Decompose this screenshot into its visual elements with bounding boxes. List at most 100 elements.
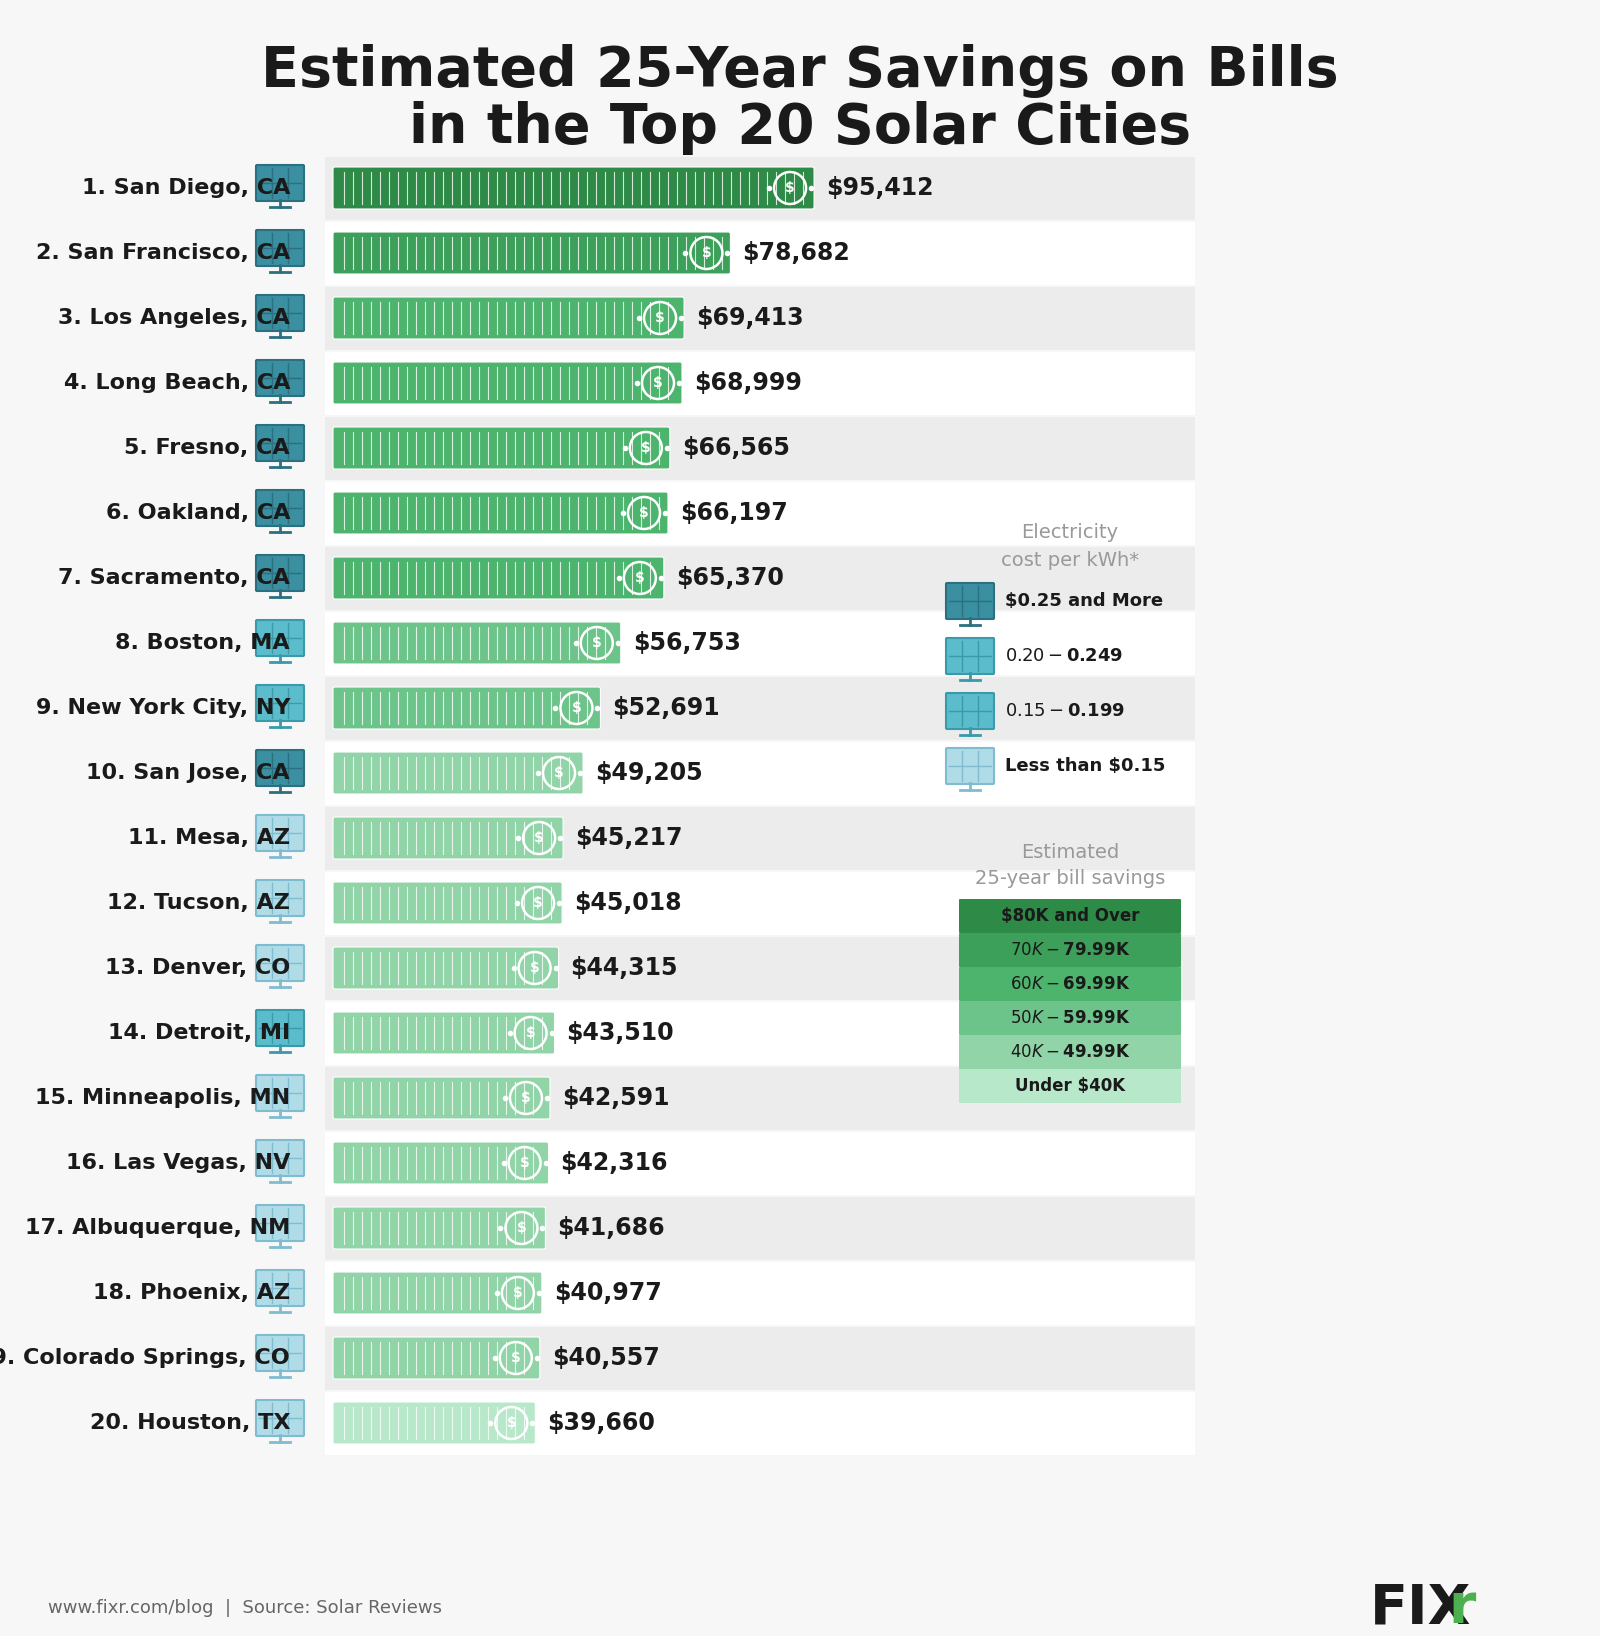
FancyBboxPatch shape [256, 1009, 304, 1045]
FancyBboxPatch shape [958, 967, 1181, 1001]
Text: $: $ [514, 1286, 523, 1301]
Text: 11. Mesa, AZ: 11. Mesa, AZ [128, 828, 290, 847]
Text: $: $ [786, 182, 795, 195]
Text: 13. Denver, CO: 13. Denver, CO [104, 959, 290, 978]
Text: Estimated: Estimated [1021, 844, 1118, 862]
Text: $: $ [635, 571, 645, 586]
Text: $: $ [554, 766, 563, 780]
FancyBboxPatch shape [333, 882, 562, 924]
FancyBboxPatch shape [333, 362, 682, 404]
Text: $: $ [653, 376, 662, 389]
Text: $56,753: $56,753 [632, 631, 741, 654]
Text: 14. Detroit, MI: 14. Detroit, MI [107, 1022, 290, 1044]
FancyBboxPatch shape [333, 816, 563, 859]
Text: $60K - $69.99K: $60K - $69.99K [1010, 975, 1130, 993]
Circle shape [691, 237, 723, 268]
Text: 17. Albuquerque, NM: 17. Albuquerque, NM [24, 1217, 290, 1238]
Circle shape [645, 303, 677, 334]
FancyBboxPatch shape [256, 360, 304, 396]
Text: 12. Tucson, AZ: 12. Tucson, AZ [107, 893, 290, 913]
Text: 4. Long Beach, CA: 4. Long Beach, CA [64, 373, 290, 393]
Text: 20. Houston, TX: 20. Houston, TX [90, 1414, 290, 1433]
FancyBboxPatch shape [325, 1067, 1195, 1129]
FancyBboxPatch shape [256, 1270, 304, 1306]
FancyBboxPatch shape [325, 286, 1195, 350]
FancyBboxPatch shape [325, 417, 1195, 479]
FancyBboxPatch shape [333, 492, 667, 533]
Text: $40,557: $40,557 [552, 1346, 659, 1369]
Text: $50K - $59.99K: $50K - $59.99K [1010, 1009, 1130, 1027]
Text: $66,565: $66,565 [682, 437, 790, 460]
FancyBboxPatch shape [958, 1036, 1181, 1068]
FancyBboxPatch shape [333, 232, 731, 273]
Text: 8. Boston, MA: 8. Boston, MA [115, 633, 290, 653]
Text: $: $ [530, 960, 539, 975]
Text: $65,370: $65,370 [675, 566, 784, 591]
Text: Estimated 25-Year Savings on Bills: Estimated 25-Year Savings on Bills [261, 44, 1339, 98]
Text: $44,315: $44,315 [571, 955, 678, 980]
FancyBboxPatch shape [256, 555, 304, 591]
Circle shape [499, 1342, 531, 1374]
Text: $42,591: $42,591 [562, 1086, 669, 1109]
Text: $69,413: $69,413 [696, 306, 803, 330]
Text: $45,018: $45,018 [574, 892, 682, 915]
FancyBboxPatch shape [325, 677, 1195, 739]
Text: 16. Las Vegas, NV: 16. Las Vegas, NV [66, 1153, 290, 1173]
Circle shape [518, 952, 550, 983]
FancyBboxPatch shape [256, 685, 304, 721]
Text: $43,510: $43,510 [566, 1021, 674, 1045]
Circle shape [510, 1081, 542, 1114]
Text: 5. Fresno, CA: 5. Fresno, CA [125, 438, 290, 458]
Text: $: $ [642, 442, 651, 455]
Text: $66,197: $66,197 [680, 501, 787, 525]
FancyBboxPatch shape [325, 352, 1195, 414]
FancyBboxPatch shape [256, 1335, 304, 1371]
Circle shape [624, 563, 656, 594]
Text: $40K - $49.99K: $40K - $49.99K [1010, 1044, 1130, 1062]
Text: $45,217: $45,217 [574, 826, 683, 851]
FancyBboxPatch shape [256, 1140, 304, 1176]
FancyBboxPatch shape [325, 1327, 1195, 1389]
FancyBboxPatch shape [325, 1261, 1195, 1325]
FancyBboxPatch shape [256, 815, 304, 851]
FancyBboxPatch shape [325, 221, 1195, 285]
FancyBboxPatch shape [325, 1392, 1195, 1454]
FancyBboxPatch shape [325, 1132, 1195, 1194]
Circle shape [642, 366, 674, 399]
Text: $49,205: $49,205 [595, 761, 702, 785]
FancyBboxPatch shape [325, 741, 1195, 805]
FancyBboxPatch shape [333, 1013, 555, 1054]
Text: $: $ [510, 1351, 520, 1364]
Circle shape [509, 1147, 541, 1180]
Text: $42,316: $42,316 [560, 1152, 669, 1175]
Circle shape [515, 1018, 547, 1049]
Text: $41,686: $41,686 [557, 1216, 666, 1240]
Text: Under $40K: Under $40K [1014, 1076, 1125, 1094]
Text: $0.25 and More: $0.25 and More [1005, 592, 1163, 610]
FancyBboxPatch shape [958, 900, 1181, 933]
Text: $: $ [571, 700, 581, 715]
FancyBboxPatch shape [325, 807, 1195, 869]
FancyBboxPatch shape [333, 427, 670, 470]
Text: $70K - $79.99K: $70K - $79.99K [1010, 941, 1130, 959]
FancyBboxPatch shape [958, 1001, 1181, 1036]
FancyBboxPatch shape [958, 933, 1181, 967]
Text: 2. San Francisco, CA: 2. San Francisco, CA [35, 244, 290, 263]
Text: $: $ [533, 897, 542, 910]
FancyBboxPatch shape [325, 936, 1195, 1000]
FancyBboxPatch shape [325, 1196, 1195, 1260]
Text: $: $ [534, 831, 544, 846]
Text: $: $ [701, 245, 712, 260]
FancyBboxPatch shape [256, 946, 304, 982]
Circle shape [506, 1212, 538, 1243]
FancyBboxPatch shape [256, 425, 304, 461]
Text: 10. San Jose, CA: 10. San Jose, CA [86, 762, 290, 784]
FancyBboxPatch shape [256, 294, 304, 330]
Circle shape [502, 1278, 534, 1309]
Circle shape [774, 172, 806, 204]
Text: 3. Los Angeles, CA: 3. Los Angeles, CA [58, 308, 290, 327]
FancyBboxPatch shape [333, 1142, 549, 1184]
Text: 18. Phoenix, AZ: 18. Phoenix, AZ [93, 1283, 290, 1302]
Text: www.fixr.com/blog  |  Source: Solar Reviews: www.fixr.com/blog | Source: Solar Review… [48, 1598, 442, 1616]
FancyBboxPatch shape [946, 638, 994, 674]
